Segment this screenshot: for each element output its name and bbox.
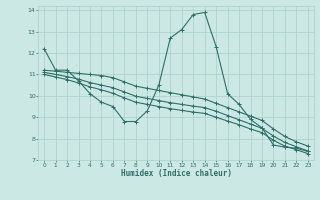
X-axis label: Humidex (Indice chaleur): Humidex (Indice chaleur)	[121, 169, 231, 178]
